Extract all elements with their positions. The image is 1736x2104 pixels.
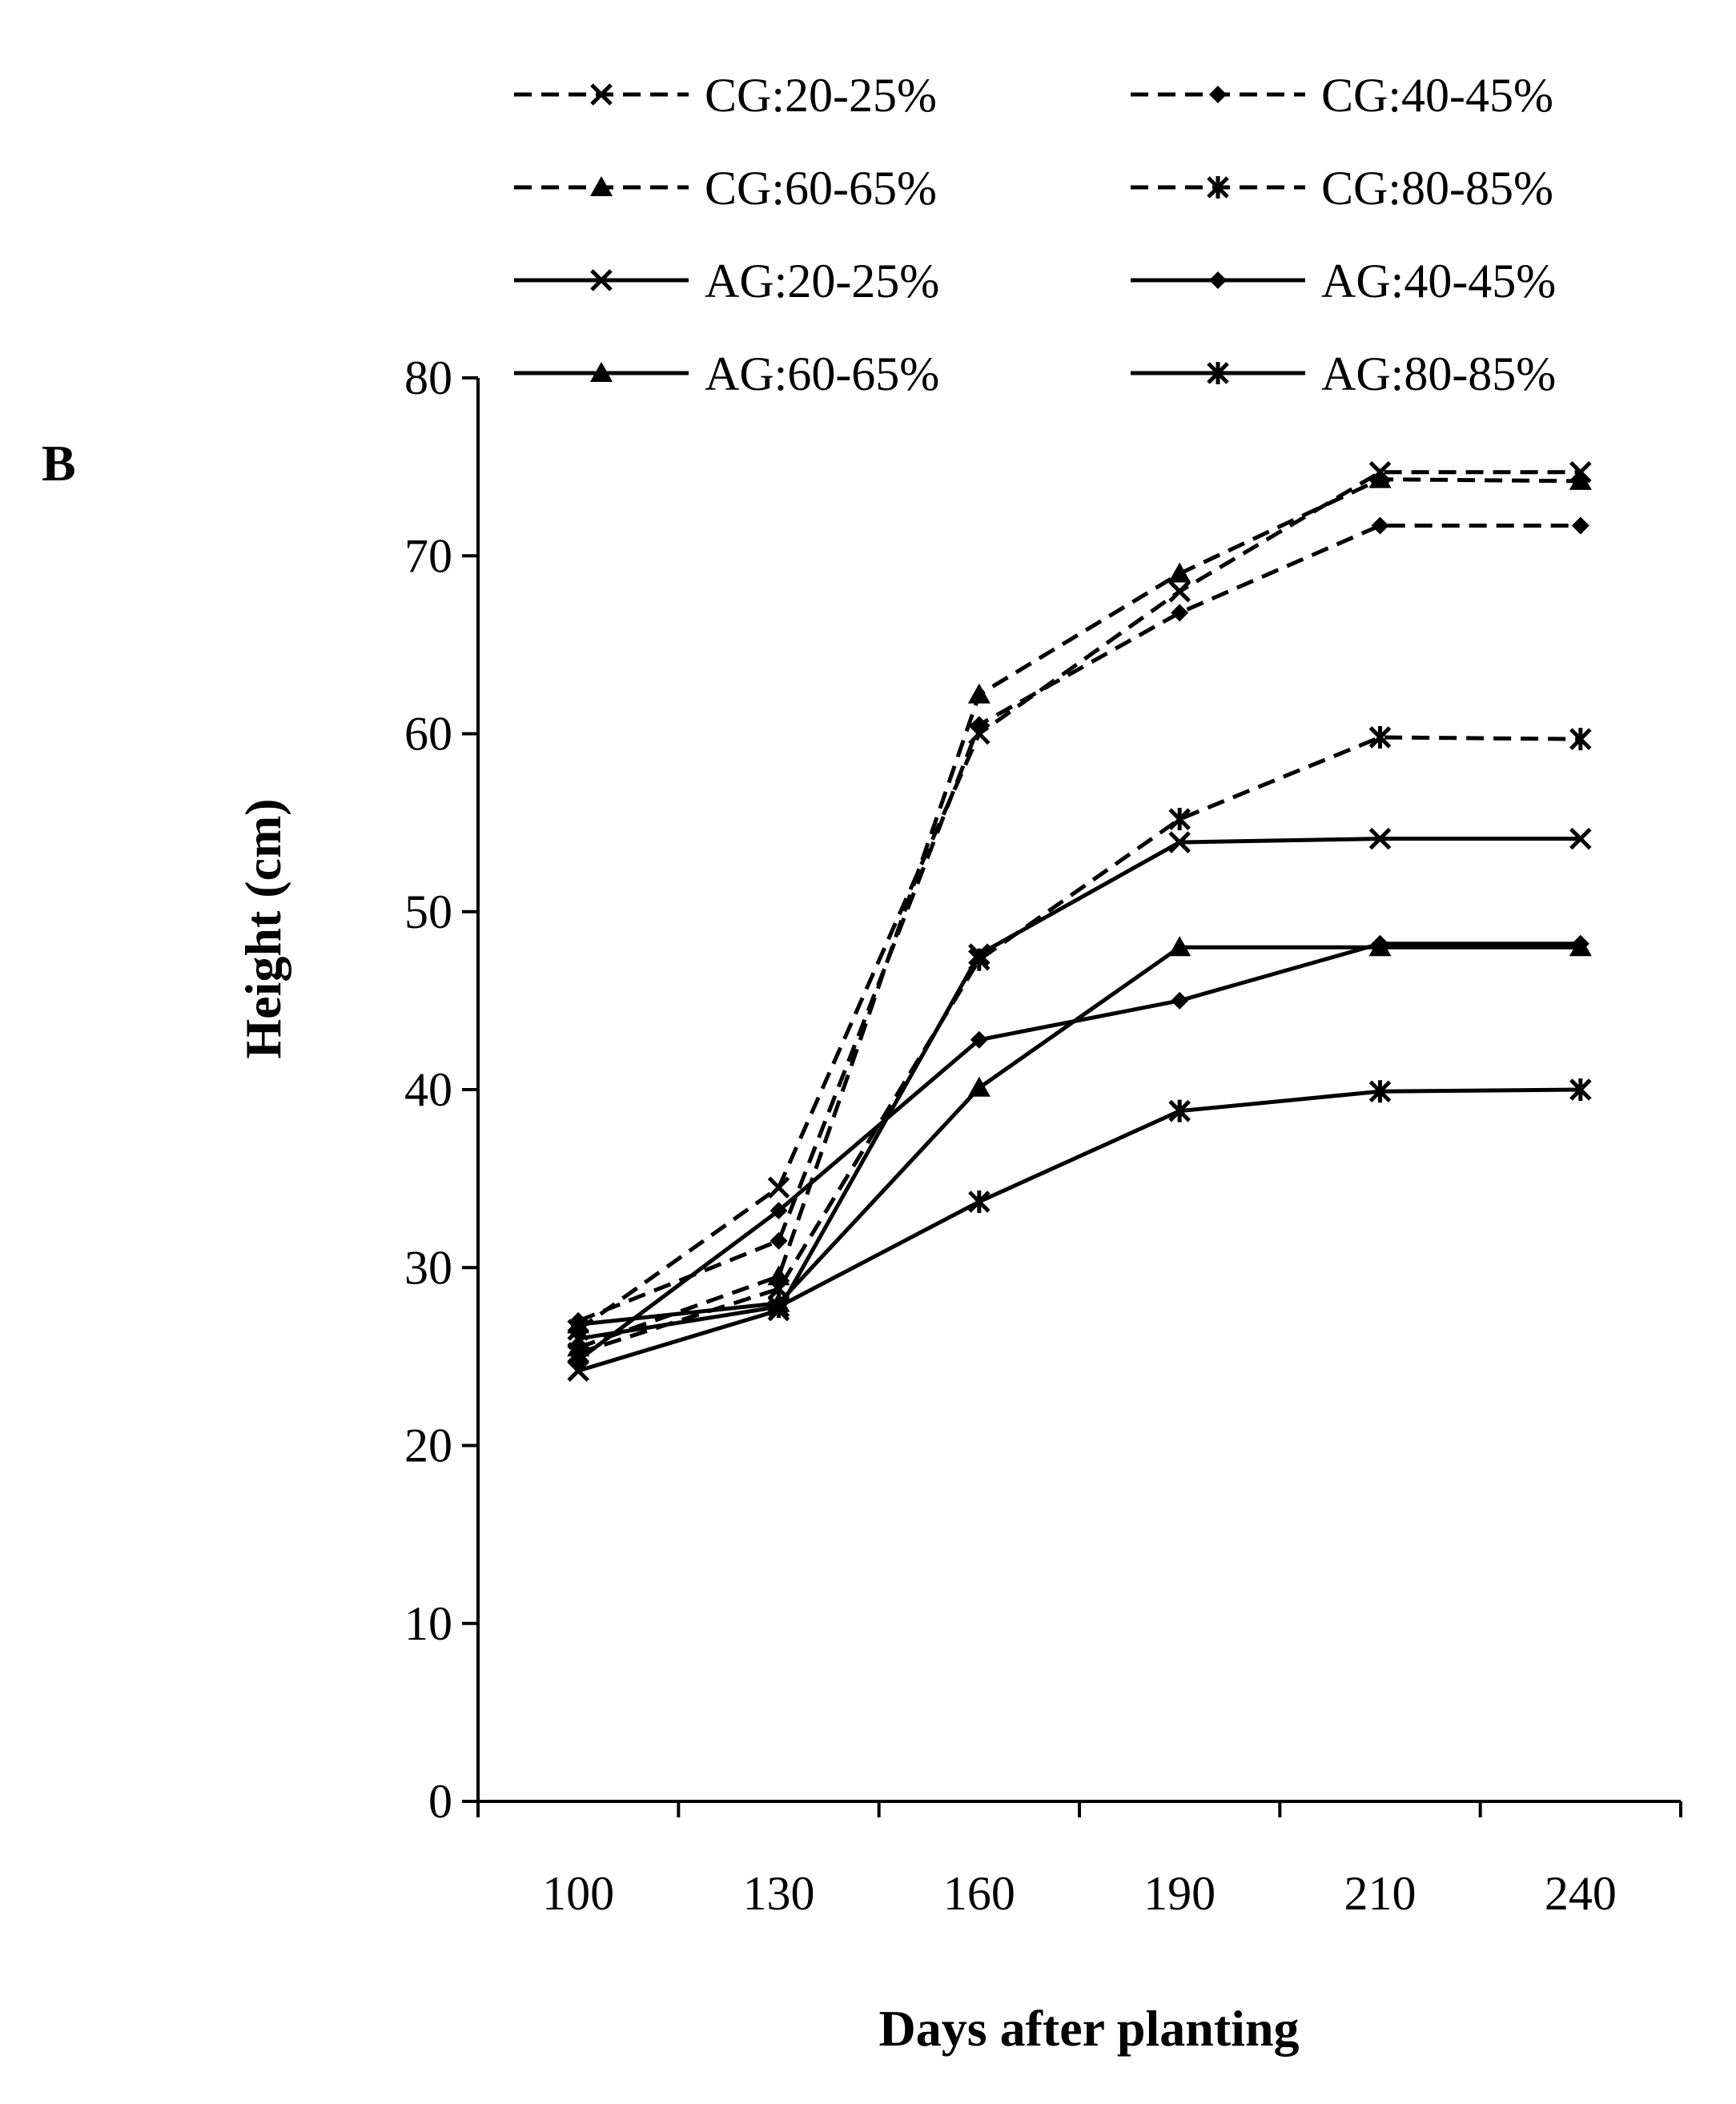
legend-swatch-marker: [1209, 271, 1227, 289]
y-tick-label: 20: [404, 1419, 452, 1472]
series-cg-60-65-: [567, 468, 1592, 1357]
x-tick-label: 240: [1545, 1867, 1617, 1920]
x-tick-label: 100: [542, 1867, 614, 1920]
x-tick-label: 190: [1143, 1867, 1216, 1920]
data-point: [1168, 831, 1191, 853]
data-point: [967, 1076, 991, 1097]
y-tick-label: 10: [404, 1597, 452, 1650]
panel-label: B: [42, 435, 76, 492]
series-ag-80-85-: [567, 1078, 1592, 1351]
legend-label: CG:20-25%: [705, 69, 937, 122]
series-line: [577, 837, 1581, 1373]
data-point: [567, 1313, 590, 1334]
legend-item: CG:60-65%: [514, 162, 937, 215]
series-line: [577, 735, 1581, 1355]
data-point: [770, 1231, 788, 1250]
data-point: [1171, 991, 1189, 1010]
y-tick-label: 50: [404, 885, 452, 938]
data-point: [970, 716, 988, 734]
x-ticks: 100 130 160 190 210 240: [476, 1801, 1682, 1920]
data-point: [1168, 936, 1191, 957]
data-point: [569, 1351, 588, 1369]
legend-label: CG:60-65%: [705, 162, 937, 215]
series-ag-40-45-: [569, 934, 1589, 1369]
data-point: [970, 1030, 988, 1049]
data-point: [1368, 1080, 1392, 1103]
y-tick-label: 60: [404, 708, 452, 761]
series-line: [577, 1087, 1581, 1341]
data-point: [1168, 808, 1191, 831]
legend-label: CG:40-45%: [1321, 69, 1553, 122]
legend-swatch-marker: [1207, 362, 1229, 384]
x-tick-label: 160: [943, 1867, 1015, 1920]
data-point: [968, 722, 991, 745]
data-point: [1569, 1078, 1592, 1101]
data-point: [770, 1202, 788, 1220]
legend-swatch-marker: [1209, 86, 1227, 103]
series-line: [577, 945, 1581, 1327]
x-tick-label: 210: [1344, 1867, 1417, 1920]
y-tick-label: 40: [404, 1063, 452, 1116]
data-point: [1171, 604, 1189, 622]
legend: CG:20-25% CG:40-45% CG:60-65% CG:80-85% AG:2…: [514, 69, 1556, 400]
legend-item: CG:20-25%: [514, 69, 937, 122]
data-point: [1569, 936, 1592, 957]
data-point: [767, 1295, 790, 1319]
data-point: [1571, 516, 1589, 535]
data-point: [1168, 580, 1191, 603]
legend-swatch-marker: [590, 176, 613, 196]
data-point: [968, 1191, 991, 1214]
data-point: [1168, 1099, 1191, 1122]
legend-label: AG:60-65%: [705, 347, 939, 400]
data-point: [567, 1327, 589, 1351]
legend-item: CG:80-85%: [1131, 162, 1553, 215]
y-tick-label: 80: [404, 351, 452, 404]
data-point: [1368, 936, 1392, 957]
data-point: [1368, 468, 1392, 488]
y-tick-label: 70: [404, 529, 452, 582]
legend-swatch-marker: [1207, 176, 1229, 199]
legend-item: AG:40-45%: [1131, 255, 1556, 307]
data-point: [1569, 728, 1592, 751]
data-point: [1569, 827, 1592, 850]
legend-item: CG:40-45%: [1131, 69, 1553, 122]
data-point: [767, 1176, 790, 1199]
x-axis-title: Days after planting: [878, 2000, 1299, 2057]
data-point: [1368, 725, 1392, 749]
data-point: [1371, 516, 1389, 535]
data-point: [968, 943, 991, 966]
data-point: [567, 1359, 589, 1382]
series-line: [577, 477, 1581, 1350]
y-tick-label: 30: [404, 1241, 452, 1294]
x-tick-label: 130: [743, 1867, 815, 1920]
legend-swatch-marker: [590, 362, 613, 382]
y-axis-title: Height (cm): [235, 798, 291, 1058]
data-point: [1368, 827, 1392, 850]
legend-item: AG:20-25%: [514, 255, 939, 307]
data-point: [967, 683, 991, 704]
series-cg-80-85-: [567, 725, 1592, 1364]
series-line: [577, 942, 1581, 1362]
legend-label: CG:80-85%: [1321, 162, 1553, 215]
series-group: [567, 461, 1592, 1382]
y-tick-label: 0: [428, 1775, 452, 1828]
series-line: [577, 523, 1581, 1323]
legend-item: AG:80-85%: [1131, 347, 1556, 400]
legend-item: AG:60-65%: [514, 347, 939, 400]
legend-label: AG:80-85%: [1321, 347, 1556, 400]
legend-label: AG:40-45%: [1321, 255, 1556, 307]
series-cg-40-45-: [569, 516, 1589, 1330]
series-line: [577, 470, 1581, 1332]
legend-swatch-marker: [590, 269, 613, 291]
series-ag-60-65-: [567, 936, 1592, 1334]
data-point: [1569, 469, 1592, 490]
legend-swatch-marker: [590, 83, 613, 106]
y-ticks: 0 10 20 30 40 50 60 70 80: [404, 351, 478, 1828]
legend-label: AG:20-25%: [705, 255, 939, 307]
series-cg-20-25-: [567, 461, 1592, 1341]
data-point: [1168, 562, 1191, 583]
